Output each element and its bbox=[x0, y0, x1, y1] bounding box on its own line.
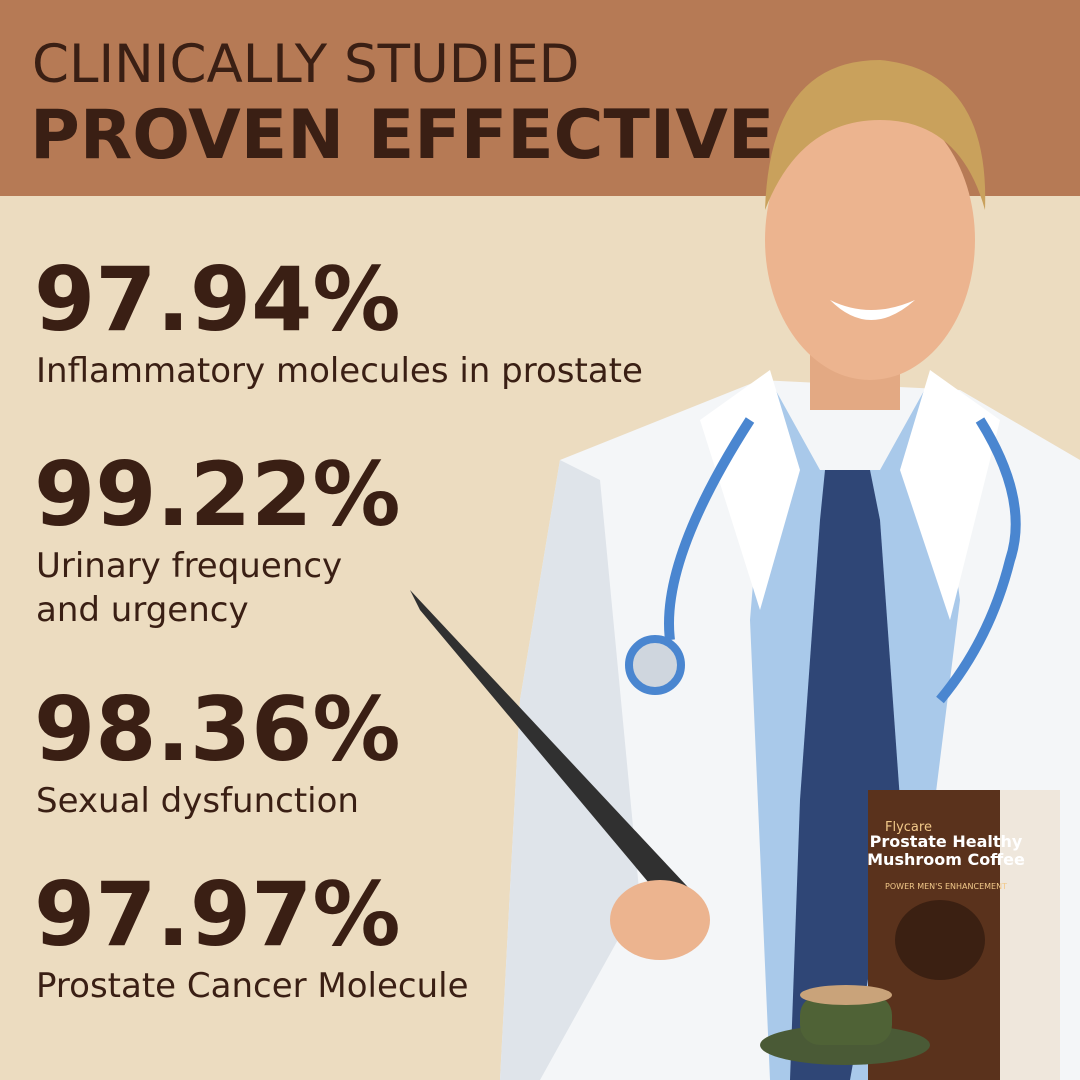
product-box: Flycare Prostate Healthy Mushroom Coffee… bbox=[760, 790, 1060, 1080]
header-line2: PROVEN EFFECTIVE bbox=[30, 96, 774, 175]
stat-value: 98.36% bbox=[34, 678, 401, 781]
stat-value: 97.97% bbox=[34, 863, 401, 966]
stat-label: Prostate Cancer Molecule bbox=[36, 966, 469, 1006]
product-tagline: POWER MEN'S ENHANCEMENT bbox=[885, 882, 1007, 891]
stat-label: Urinary frequency bbox=[36, 546, 342, 586]
stat-value: 97.94% bbox=[34, 248, 401, 351]
stat-value: 99.22% bbox=[34, 443, 401, 546]
stat-label: and urgency bbox=[36, 590, 249, 630]
product-name: Mushroom Coffee bbox=[867, 850, 1025, 869]
stats: 97.94%Inflammatory molecules in prostate… bbox=[34, 248, 643, 1006]
stat-label: Sexual dysfunction bbox=[36, 781, 359, 821]
stat-label: Inflammatory molecules in prostate bbox=[36, 351, 643, 391]
header-line1: CLINICALLY STUDIED bbox=[32, 34, 580, 95]
product-brand: Flycare bbox=[885, 820, 932, 835]
product-name: Prostate Healthy bbox=[870, 832, 1023, 851]
